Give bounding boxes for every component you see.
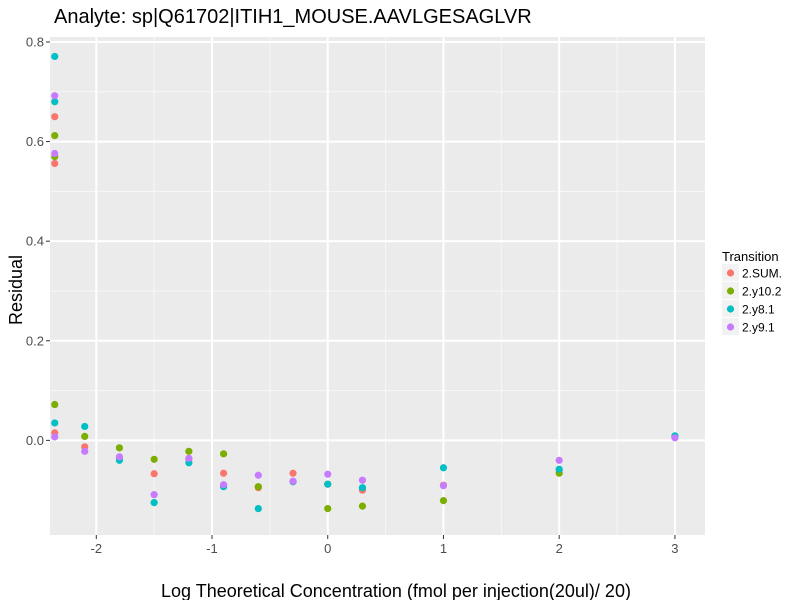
data-point-2-y10-2 <box>439 497 448 505</box>
legend: Transition 2.SUM. 2.y10.2 2.y8.1 2.y9.1 <box>722 249 782 335</box>
data-point-2-y10-2 <box>51 132 59 140</box>
y-tick-label: 0.2 <box>26 333 44 348</box>
data-point-2-y9-1 <box>51 92 59 100</box>
data-point-2-sum <box>51 159 59 168</box>
data-point-2-y9-1 <box>219 481 228 489</box>
data-point-2-y9-1 <box>81 447 89 455</box>
legend-entry-label: 2.SUM. <box>742 267 782 281</box>
legend-entry-label: 2.y9.1 <box>742 321 775 335</box>
data-point-2-y9-1 <box>671 434 679 442</box>
data-point-2-y10-2 <box>185 447 193 455</box>
data-point-2-y8-1 <box>439 464 448 472</box>
data-point-2-y8-1 <box>51 52 59 61</box>
data-point-2-y10-2 <box>81 432 89 440</box>
data-point-2-sum <box>219 469 228 477</box>
data-point-2-y9-1 <box>185 454 193 462</box>
legend-entry-label: 2.y8.1 <box>742 303 775 317</box>
data-point-2-y10-2 <box>254 483 262 491</box>
data-point-2-y9-1 <box>150 491 158 499</box>
x-tick-label: 1 <box>440 541 447 556</box>
data-point-2-y9-1 <box>115 453 124 461</box>
y-tick-label: 0.0 <box>26 433 44 448</box>
data-point-2-sum <box>51 113 59 121</box>
legend-entry-label: 2.y10.2 <box>742 285 782 299</box>
plot-panel <box>50 37 705 535</box>
data-point-2-y9-1 <box>254 471 262 479</box>
y-tick-label: 0.8 <box>26 34 44 49</box>
x-axis-title: Log Theoretical Concentration (fmol per … <box>161 581 631 600</box>
data-point-2-y9-1 <box>289 477 297 485</box>
legend-key-marker <box>726 305 735 313</box>
legend-title: Transition <box>722 249 779 264</box>
data-point-2-y10-2 <box>150 455 158 463</box>
x-tick-label: -1 <box>206 541 218 556</box>
data-point-2-y8-1 <box>81 422 89 431</box>
y-axis-title: Residual <box>6 255 26 325</box>
data-point-2-y10-2 <box>115 444 124 452</box>
x-tick-label: 2 <box>556 541 563 556</box>
data-point-2-y8-1 <box>51 419 59 427</box>
data-point-2-y10-2 <box>219 450 228 458</box>
y-tick-label: 0.4 <box>26 234 44 249</box>
data-point-2-y9-1 <box>51 433 59 441</box>
legend-key-marker <box>726 287 735 295</box>
data-point-2-y8-1 <box>150 499 158 507</box>
data-point-2-y8-1 <box>555 465 563 473</box>
chart-title: Analyte: sp|Q61702|ITIH1_MOUSE.AAVLGESAG… <box>54 6 532 28</box>
data-point-2-y9-1 <box>358 476 367 484</box>
legend-key-marker <box>726 269 735 277</box>
data-point-2-y10-2 <box>324 505 332 513</box>
data-point-2-y9-1 <box>51 149 59 158</box>
data-point-2-y8-1 <box>254 505 262 513</box>
x-tick-label: 0 <box>324 541 331 556</box>
x-tick-label: -2 <box>91 541 103 556</box>
data-point-2-y9-1 <box>324 470 332 478</box>
legend-key-marker <box>726 323 735 331</box>
data-point-2-y8-1 <box>358 484 367 492</box>
y-tick-label: 0.6 <box>26 134 44 149</box>
data-point-2-y10-2 <box>358 502 367 510</box>
data-point-2-sum <box>289 469 297 477</box>
data-points <box>51 52 679 513</box>
data-point-2-y8-1 <box>51 98 59 106</box>
axis-ticks: -2 -1 0 1 2 3 0.0 0.2 0.4 0.6 0.8 <box>26 34 679 556</box>
x-tick-label: 3 <box>671 541 678 556</box>
data-point-2-y9-1 <box>555 456 563 464</box>
data-point-2-sum <box>150 470 158 478</box>
data-point-2-y10-2 <box>51 400 59 409</box>
grid <box>50 37 705 535</box>
data-point-2-y9-1 <box>439 482 448 490</box>
data-point-2-y8-1 <box>324 480 332 488</box>
